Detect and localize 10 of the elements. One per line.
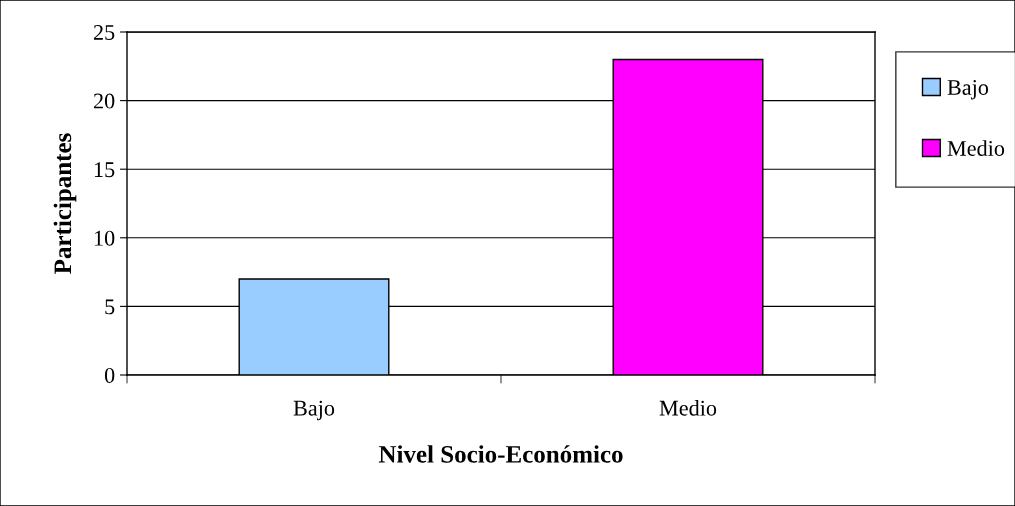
y-axis-title: Participantes — [53, 133, 77, 274]
y-tick-label: 0 — [104, 367, 115, 383]
legend-label: Bajo — [947, 80, 989, 100]
legend-label: Medio — [947, 140, 1005, 156]
y-tick-label: 20 — [93, 93, 115, 109]
y-tick-label: 25 — [93, 24, 115, 40]
y-tick-label: 10 — [94, 230, 115, 246]
x-axis-title: Nivel Socio-Económico — [378, 445, 623, 463]
y-tick-label: 15 — [94, 162, 115, 178]
y-tick-label: 5 — [105, 299, 115, 315]
